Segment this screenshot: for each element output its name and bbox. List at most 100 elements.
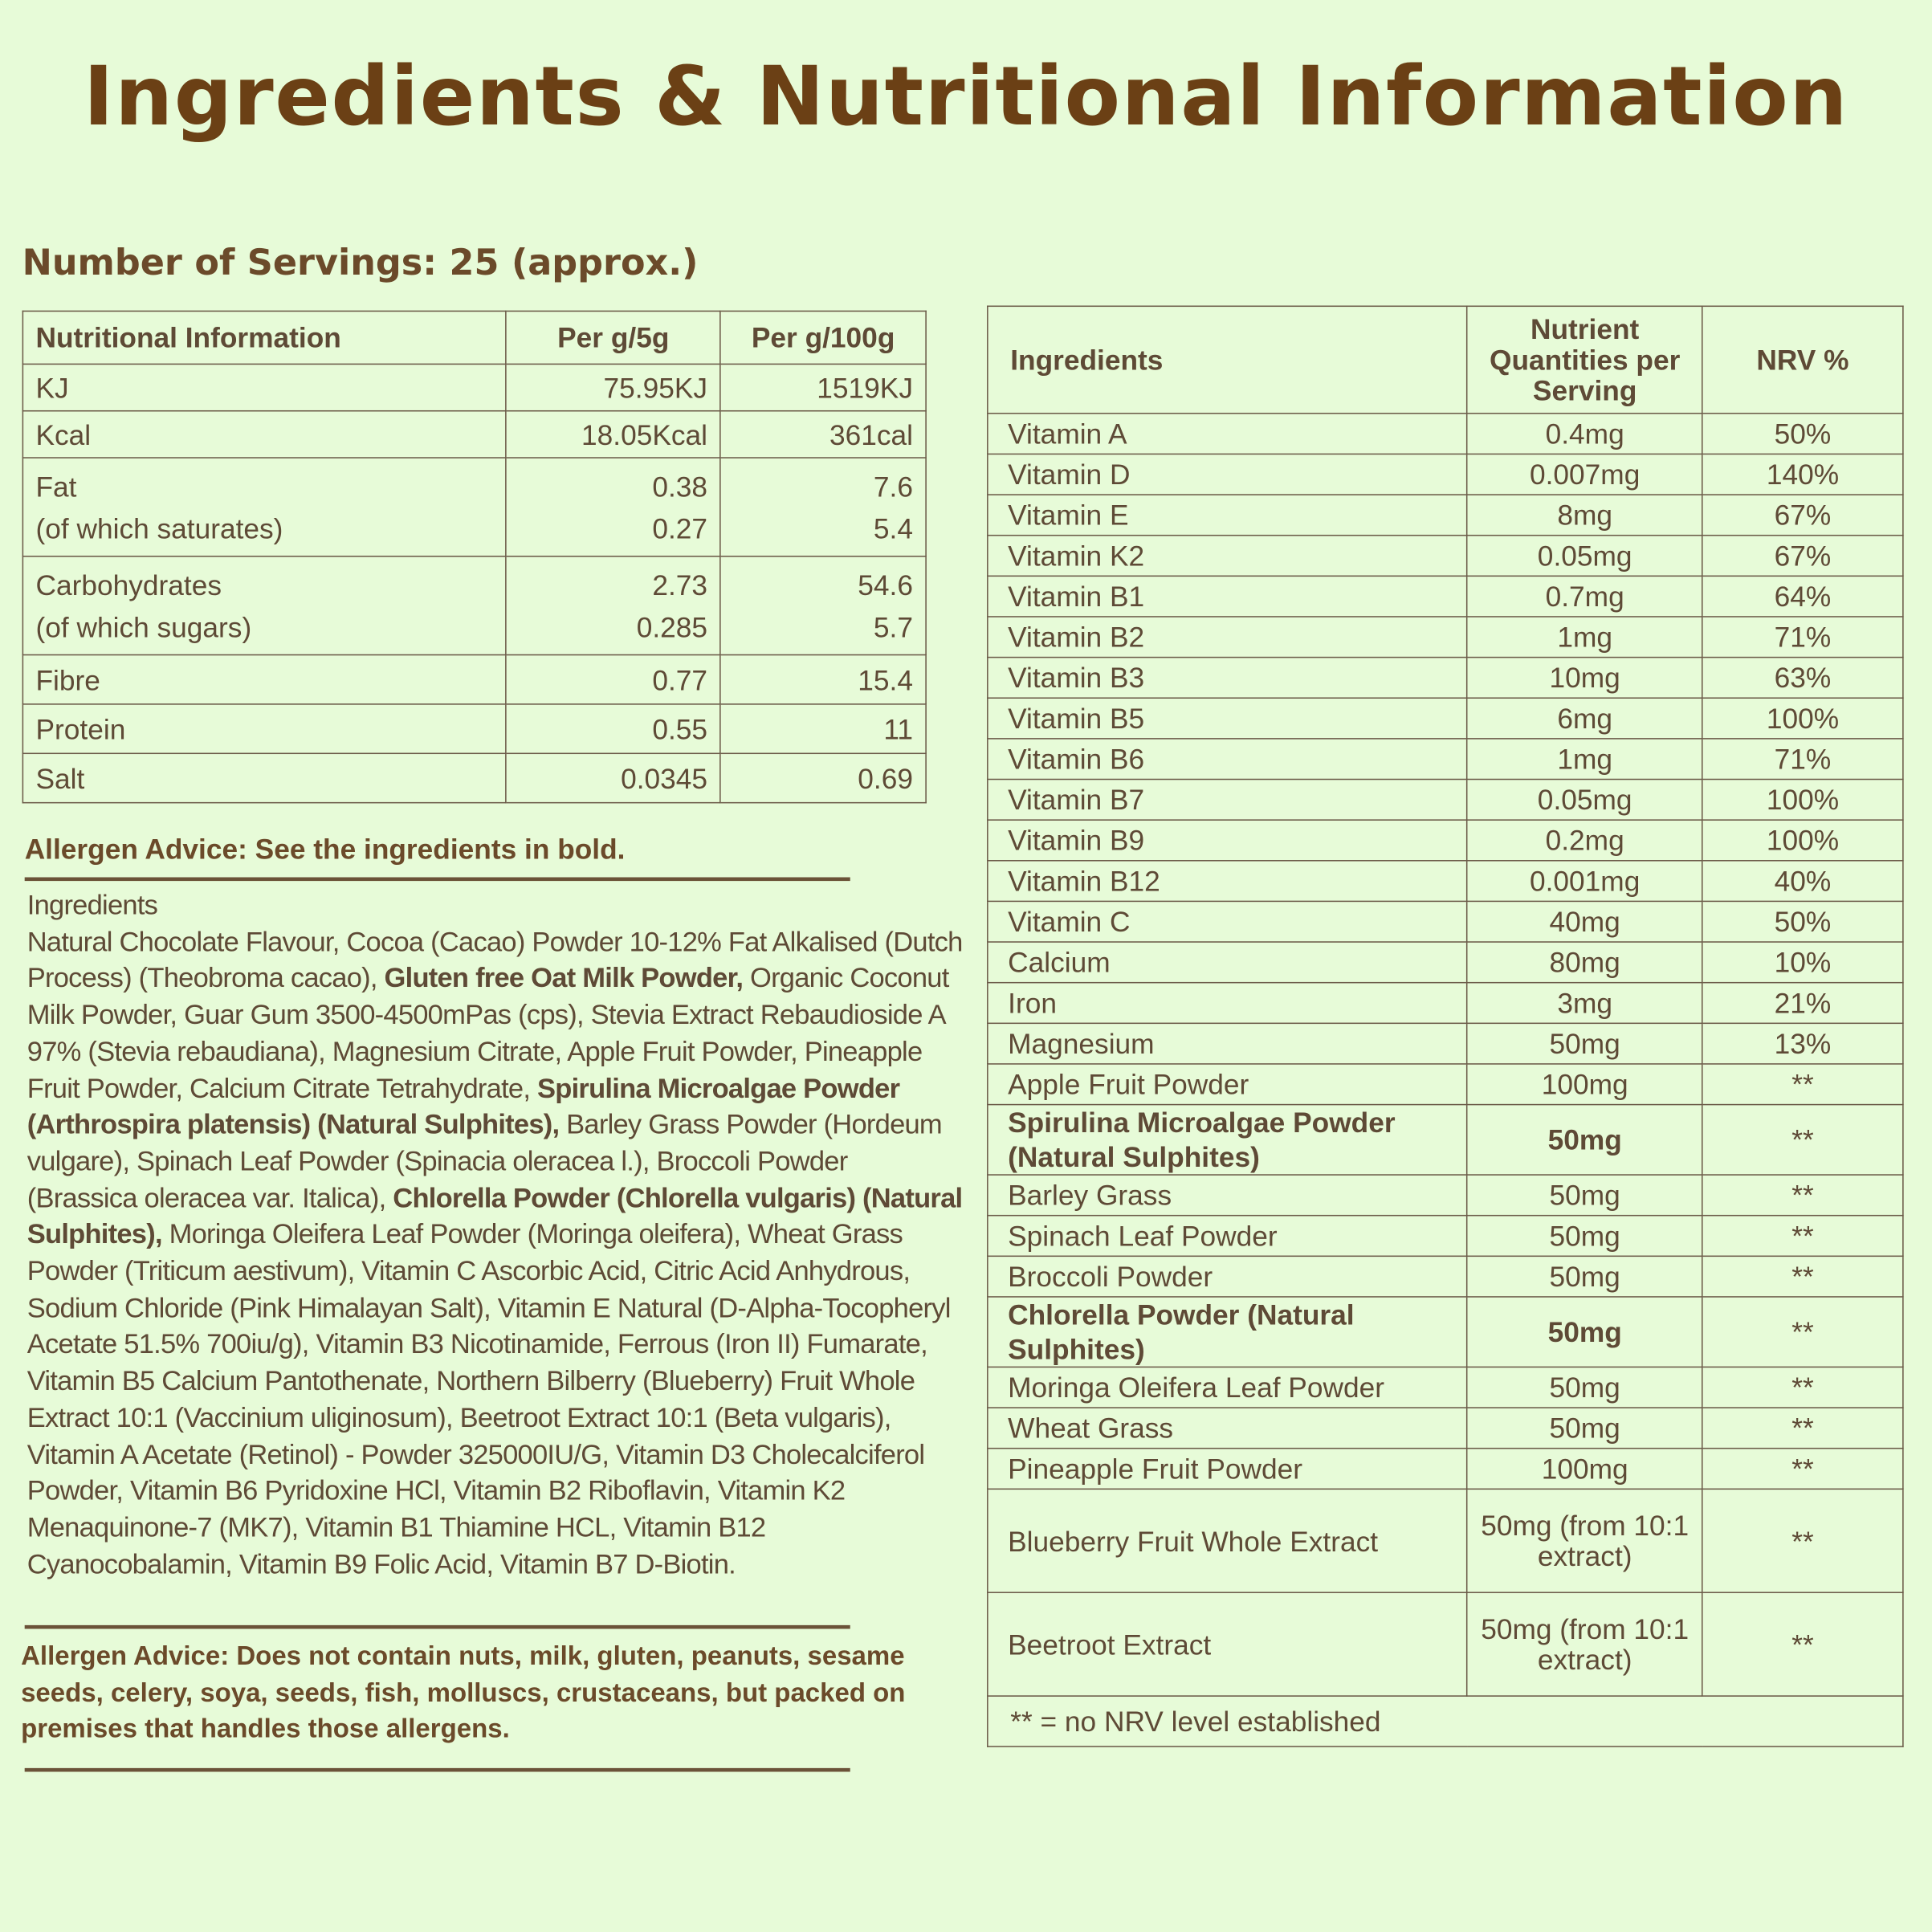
nutrient-label-value: Fibre <box>35 663 100 696</box>
ingredient-row: Vitamin B2 1mg 71% <box>987 616 1904 658</box>
nutrition-row: KJ 75.95KJ 1519KJ <box>22 363 927 412</box>
per-100g: 0.69 <box>719 752 927 804</box>
ingredient-quantity: 0.001mg <box>1466 860 1703 903</box>
ingredient-quantity: 50mg <box>1466 1366 1703 1408</box>
ingredient-row: Spinach Leaf Powder 50mg ** <box>987 1214 1904 1257</box>
nutrient-label: Fibre <box>22 654 507 705</box>
ingredient-nrv: 67% <box>1702 494 1904 536</box>
ingredient-quantity: 10mg <box>1466 656 1703 699</box>
ingredient-nrv: 50% <box>1702 413 1904 455</box>
per-5g: 18.05Kcal <box>505 410 721 459</box>
nutrient-label-value: Carbohydrates <box>35 569 222 601</box>
per-5g-sub-value: 0.285 <box>636 610 708 643</box>
ingredient-name: Vitamin K2 <box>987 534 1469 577</box>
ingredient-row: Wheat Grass 50mg ** <box>987 1407 1904 1449</box>
ingredient-quantity: 8mg <box>1466 494 1703 536</box>
ingredient-text: Moringa Oleifera Leaf Powder (Moringa ol… <box>26 1219 952 1579</box>
ingredient-row: Vitamin E 8mg 67% <box>987 494 1904 536</box>
header-per-100g: Per g/100g <box>719 310 927 365</box>
ingredient-row: Iron 3mg 21% <box>987 981 1904 1025</box>
ingredient-name: Broccoli Powder <box>987 1255 1469 1298</box>
ingredient-nrv: 64% <box>1702 575 1904 618</box>
ingredient-name: Vitamin A <box>987 413 1469 455</box>
per-5g: 2.73 0.285 <box>505 556 721 656</box>
ingredient-nrv: 63% <box>1702 656 1904 699</box>
header-per-5g: Per g/5g <box>505 310 721 365</box>
nutrition-table: Nutritional Information Per g/5g Per g/1… <box>22 310 927 804</box>
divider <box>24 1624 850 1629</box>
allergen-ingredient: Spirulina Microalgae Powder (Arthrospira… <box>26 1072 900 1140</box>
ingredient-nrv: ** <box>1702 1447 1904 1490</box>
nutrient-label-value: Fat <box>35 470 77 503</box>
ingredient-quantity: 50mg (from 10:1 extract) <box>1466 1488 1703 1593</box>
nutrition-row: Fat (of which saturates) 0.38 0.27 7.6 5.4 <box>22 457 927 557</box>
ingredient-quantity: 50mg <box>1466 1407 1703 1449</box>
per-5g-value: 18.05Kcal <box>581 418 708 450</box>
ingredient-quantity: 50mg <box>1466 1022 1703 1065</box>
ingredient-quantity: 0.05mg <box>1466 534 1703 577</box>
ingredients-heading: Ingredients <box>26 889 158 921</box>
ingredient-row: Chlorella Powder (Natural Sulphites) 50m… <box>987 1296 1904 1368</box>
ingredient-quantity: 0.7mg <box>1466 575 1703 618</box>
allergen-advice-statement: Allergen Advice: Does not contain nuts, … <box>21 1641 906 1744</box>
ingredient-quantity: 0.007mg <box>1466 453 1703 495</box>
ingredient-row: Spirulina Microalgae Powder (Natural Sul… <box>987 1103 1904 1176</box>
per-5g: 0.77 <box>505 654 721 705</box>
ingredient-nrv: 100% <box>1702 778 1904 821</box>
per-5g-value: 0.77 <box>652 663 708 696</box>
ingredient-row: Vitamin B1 0.7mg 64% <box>987 575 1904 618</box>
ingredient-row: Vitamin D 0.007mg 140% <box>987 453 1904 495</box>
ingredient-row: Barley Grass 50mg ** <box>987 1174 1904 1217</box>
ingredient-row: Broccoli Powder 50mg ** <box>987 1255 1904 1298</box>
ingredient-name: Spinach Leaf Powder <box>987 1214 1469 1257</box>
nutrient-label-value: Salt <box>35 762 85 794</box>
header-nutrient-quantities: Nutrient Quantities per Serving <box>1466 305 1703 414</box>
ingredient-name: Vitamin B9 <box>987 819 1469 862</box>
nrv-footnote: ** = no NRV level established <box>987 1695 1904 1747</box>
ingredient-quantity: 3mg <box>1466 981 1703 1025</box>
ingredients-paragraph: Natural Chocolate Flavour, Cocoa (Cacao)… <box>27 923 964 1582</box>
ingredient-nrv: 71% <box>1702 738 1904 781</box>
nutrient-label: Salt <box>22 752 507 804</box>
ingredient-row: Apple Fruit Powder 100mg ** <box>987 1063 1904 1106</box>
ingredient-nrv: ** <box>1702 1255 1904 1298</box>
ingredient-nrv: ** <box>1702 1366 1904 1408</box>
per-100g: 54.6 5.7 <box>719 556 927 656</box>
nutrient-sub-label: (of which saturates) <box>35 512 283 544</box>
ingredient-nrv: ** <box>1702 1063 1904 1106</box>
per-5g-value: 0.0345 <box>621 762 708 794</box>
per-5g-value: 2.73 <box>652 569 708 601</box>
per-100g-value: 1519KJ <box>817 371 913 404</box>
ingredient-row: Vitamin B12 0.001mg 40% <box>987 860 1904 903</box>
ingredient-nrv: 140% <box>1702 453 1904 495</box>
ingredient-nrv: 100% <box>1702 697 1904 740</box>
per-5g-sub-value: 0.27 <box>652 512 708 544</box>
per-100g: 7.6 5.4 <box>719 457 927 557</box>
per-100g: 15.4 <box>719 654 927 705</box>
ingredient-name: Vitamin B2 <box>987 616 1469 658</box>
ingredient-quantity: 1mg <box>1466 738 1703 781</box>
ingredient-name: Apple Fruit Powder <box>987 1063 1469 1106</box>
ingredient-name: Vitamin B5 <box>987 697 1469 740</box>
allergen-ingredient: Gluten free Oat Milk Powder, <box>384 962 744 994</box>
ingredient-nrv: 13% <box>1702 1022 1904 1065</box>
ingredient-name: Vitamin B6 <box>987 738 1469 781</box>
ingredient-quantity: 50mg <box>1466 1296 1703 1368</box>
per-5g: 75.95KJ <box>505 363 721 412</box>
ingredient-name: Iron <box>987 981 1469 1025</box>
ingredient-quantity: 0.05mg <box>1466 778 1703 821</box>
nutrient-label-value: KJ <box>35 371 69 404</box>
ingredient-row: Vitamin B3 10mg 63% <box>987 656 1904 699</box>
ingredient-row: Vitamin C 40mg 50% <box>987 900 1904 943</box>
ingredient-name: Vitamin B3 <box>987 656 1469 699</box>
per-100g-sub-value: 5.7 <box>873 610 913 643</box>
ingredient-row: Beetroot Extract 50mg (from 10:1 extract… <box>987 1592 1904 1697</box>
ingredient-name: Wheat Grass <box>987 1407 1469 1449</box>
nutrient-sub-label: (of which sugars) <box>35 610 252 643</box>
ingredient-quantity: 50mg <box>1466 1255 1703 1298</box>
ingredient-row: Pineapple Fruit Powder 100mg ** <box>987 1447 1904 1490</box>
ingredient-name: Calcium <box>987 941 1469 984</box>
ingredient-name: Pineapple Fruit Powder <box>987 1447 1469 1490</box>
ingredient-nrv: 71% <box>1702 616 1904 658</box>
